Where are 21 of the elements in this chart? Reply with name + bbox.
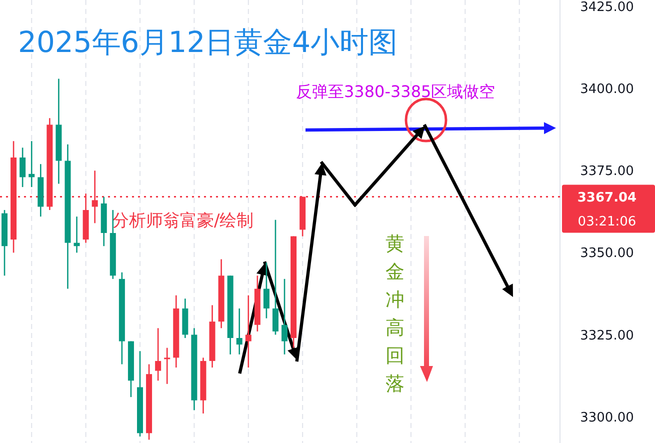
y-tick-label: 3300.00 xyxy=(580,410,634,426)
text: 03:21:06 xyxy=(578,214,636,230)
text: 2025年6月12日黄金4小时图 xyxy=(18,25,398,59)
candlestick xyxy=(20,147,26,188)
candlestick xyxy=(272,219,278,336)
y-tick-label: 3400.00 xyxy=(580,82,634,98)
y-tick-label: 3425.00 xyxy=(580,0,634,16)
candlestick xyxy=(282,278,288,356)
y-tick-label: 3350.00 xyxy=(580,246,634,262)
candlestick xyxy=(74,216,80,254)
candlestick xyxy=(245,294,252,368)
candlestick xyxy=(28,140,35,188)
annotation: 反弹至3380-3385区域做空 xyxy=(296,82,496,101)
y-tick-label: 3325.00 xyxy=(580,328,634,344)
candlestick xyxy=(155,328,162,382)
candlestick xyxy=(164,347,170,385)
annotation: 黄金冲高回落 xyxy=(386,233,404,395)
candlestick xyxy=(236,308,242,356)
ref-line-label: 3367.04 xyxy=(577,190,637,206)
y-tick-label: 3375.00 xyxy=(580,164,634,180)
candlestick xyxy=(263,262,270,319)
